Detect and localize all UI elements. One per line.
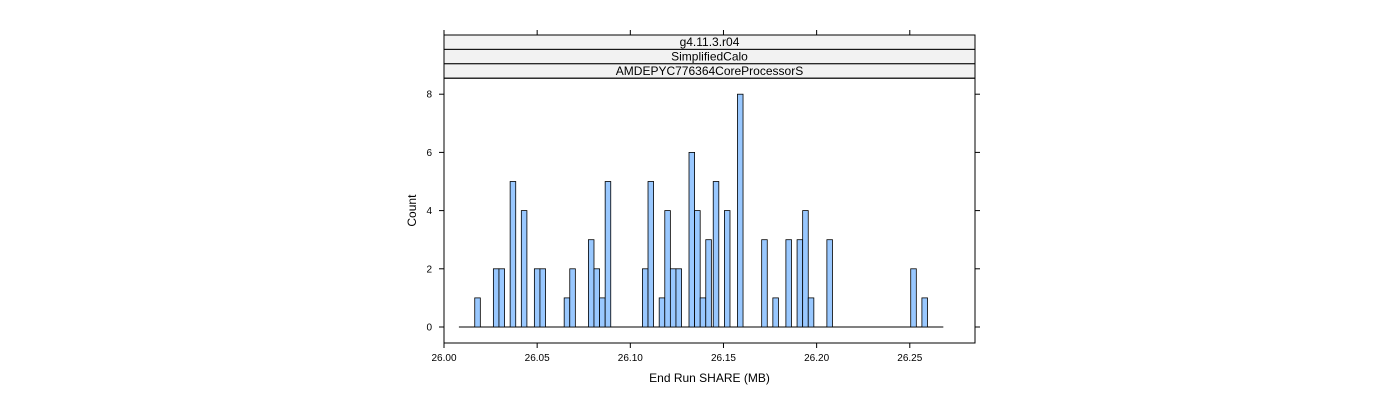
histogram-bar-33 — [910, 268, 917, 328]
x-tick-label-5: 26.25 — [897, 353, 922, 364]
strip-label-0: g4.11.3.r04 — [680, 35, 740, 49]
histogram-bar-31 — [807, 297, 815, 328]
histogram-bar-8 — [569, 268, 576, 328]
histogram-bar-6 — [539, 268, 546, 328]
histogram-bar-10 — [593, 268, 600, 328]
histogram-bar-14 — [647, 181, 655, 328]
histogram-bar-16 — [664, 210, 671, 328]
y-tick-label-0: 0 — [426, 322, 432, 333]
histogram-bar-4 — [520, 210, 528, 328]
histogram-bar-29 — [796, 239, 804, 328]
y-tick-label-2: 4 — [426, 206, 432, 217]
y-tick-label-1: 2 — [426, 264, 432, 275]
strip-label-2: AMDEPYC776364CoreProcessorS — [616, 64, 803, 78]
histogram-bar-17 — [669, 268, 677, 328]
histogram-bar-28 — [785, 239, 792, 328]
histogram-bar-12 — [604, 181, 612, 328]
y-axis-title: Count — [405, 194, 419, 227]
y-tick-label-3: 6 — [426, 148, 432, 159]
histogram-bar-21 — [699, 297, 707, 328]
histogram-bar-0 — [474, 297, 481, 328]
x-tick-label-3: 26.15 — [711, 353, 736, 364]
histogram-bar-20 — [694, 210, 701, 328]
histogram-bar-18 — [675, 268, 682, 328]
histogram-bar-15 — [658, 297, 666, 328]
histogram-bar-13 — [642, 268, 649, 328]
y-tick-label-4: 8 — [426, 90, 432, 101]
x-axis-title: End Run SHARE (MB) — [649, 371, 770, 385]
histogram-bar-25 — [737, 93, 744, 328]
histogram-bar-22 — [705, 239, 712, 328]
histogram-bar-5 — [533, 268, 541, 328]
x-tick-label-0: 26.00 — [431, 353, 456, 364]
strip-label-1: SimplifiedCalo — [671, 50, 748, 64]
histogram-bar-23 — [712, 181, 720, 328]
histogram-bar-9 — [587, 239, 595, 328]
histogram-bar-2 — [498, 268, 505, 328]
histogram-bar-24 — [724, 210, 731, 328]
histogram-bar-30 — [802, 210, 809, 328]
histogram-bar-19 — [688, 152, 695, 328]
histogram-bar-7 — [563, 297, 571, 328]
histogram-bar-34 — [921, 297, 928, 328]
histogram-bar-3 — [509, 181, 517, 328]
x-tick-label-1: 26.05 — [525, 353, 550, 364]
histogram-bar-11 — [599, 297, 606, 328]
histogram-bar-32 — [826, 239, 833, 328]
histogram-bar-1 — [492, 268, 500, 328]
x-tick-label-4: 26.20 — [804, 353, 829, 364]
histogram-bar-27 — [772, 297, 779, 328]
histogram-bar-26 — [761, 239, 768, 328]
x-tick-label-2: 26.10 — [618, 353, 643, 364]
